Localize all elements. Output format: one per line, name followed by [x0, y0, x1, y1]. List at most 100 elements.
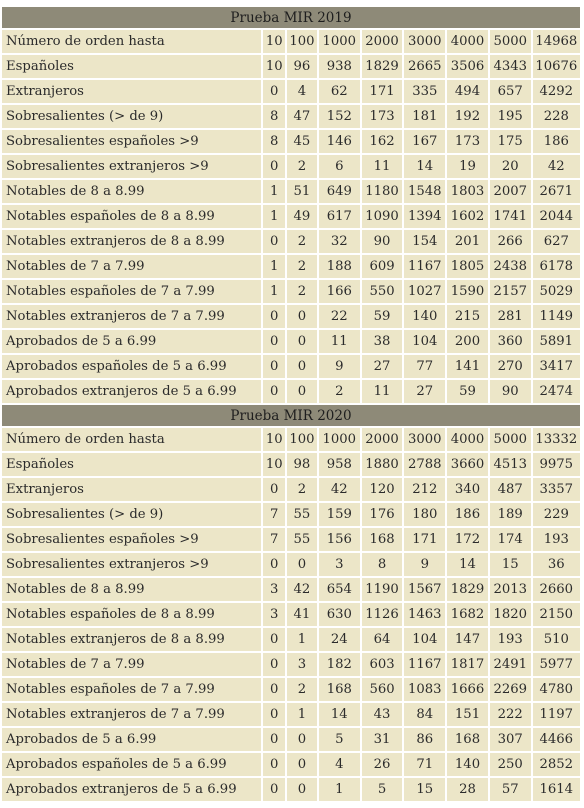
table-row: Sobresalientes españoles >9 7 55 156 168 171 1…: [2, 528, 580, 551]
table-cell: 2: [286, 155, 317, 178]
table-cell: 171: [404, 528, 446, 551]
table-cell: 154: [404, 230, 446, 253]
row-label: Aprobados españoles de 5 a 6.99: [2, 355, 262, 378]
table-cell: 43: [361, 703, 403, 726]
table-cell: 1000: [318, 428, 360, 451]
table-cell: 10: [263, 30, 285, 53]
table-cell: 156: [318, 528, 360, 551]
table-cell: 90: [489, 380, 531, 403]
table-cell: 1090: [361, 205, 403, 228]
table-cell: 0: [286, 380, 317, 403]
table-cell: 3357: [532, 478, 580, 501]
table-cell: 3417: [532, 355, 580, 378]
table-cell: 2000: [361, 428, 403, 451]
table-cell: 1190: [361, 578, 403, 601]
table-cell: 4343: [489, 55, 531, 78]
table-cell: 1602: [447, 205, 488, 228]
table-row: Notables españoles de 7 a 7.99 1 2 166 550 10…: [2, 280, 580, 303]
table-cell: 281: [489, 305, 531, 328]
table-cell: 270: [489, 355, 531, 378]
row-label: Notables españoles de 8 a 8.99: [2, 205, 262, 228]
table-cell: 0: [263, 355, 285, 378]
row-label: Notables españoles de 8 a 8.99: [2, 603, 262, 626]
table-cell: 1880: [361, 453, 403, 476]
table-cell: 3: [263, 603, 285, 626]
table-cell: 0: [263, 305, 285, 328]
table-cell: 340: [447, 478, 488, 501]
table-row: Notables de 7 a 7.99 0 3 182 603 1167 1817 2491…: [2, 653, 580, 676]
row-label: Extranjeros: [2, 80, 262, 103]
table-cell: 0: [286, 305, 317, 328]
table-cell: 0: [263, 80, 285, 103]
row-label: Notables extranjeros de 8 a 8.99: [2, 628, 262, 651]
table-cell: 49: [286, 205, 317, 228]
table-cell: 5891: [532, 330, 580, 353]
table-cell: 15: [489, 553, 531, 576]
table-cell: 176: [361, 503, 403, 526]
table-cell: 0: [263, 653, 285, 676]
table-cell: 1000: [318, 30, 360, 53]
table-cell: 5: [318, 728, 360, 751]
table-row: Notables españoles de 7 a 7.99 0 2 168 560 10…: [2, 678, 580, 701]
table-cell: 15: [404, 778, 446, 801]
table-row: Aprobados de 5 a 6.99 0 0 5 31 86 168 307 4466: [2, 728, 580, 751]
table-cell: 8: [263, 130, 285, 153]
table-cell: 1: [263, 205, 285, 228]
table-cell: 14: [318, 703, 360, 726]
table-cell: 55: [286, 503, 317, 526]
table-cell: 627: [532, 230, 580, 253]
table-cell: 630: [318, 603, 360, 626]
table-cell: 96: [286, 55, 317, 78]
table-cell: 0: [263, 155, 285, 178]
table-row: Aprobados de 5 a 6.99 0 0 11 38 104 200 360 5891: [2, 330, 580, 353]
table-row: Aprobados extranjeros de 5 a 6.99 0 0 2 11 27…: [2, 380, 580, 403]
table-cell: 1548: [404, 180, 446, 203]
table-cell: 20: [489, 155, 531, 178]
table-cell: 0: [263, 330, 285, 353]
table-cell: 6: [318, 155, 360, 178]
table-row: Notables españoles de 8 a 8.99 3 41 630 1126…: [2, 603, 580, 626]
table-cell: 181: [404, 105, 446, 128]
table-row: Notables extranjeros de 7 a 7.99 0 0 22 59 14…: [2, 305, 580, 328]
table-cell: 1817: [447, 653, 488, 676]
table-cell: 6178: [532, 255, 580, 278]
table-cell: 4780: [532, 678, 580, 701]
table-cell: 1167: [404, 653, 446, 676]
table-cell: 1741: [489, 205, 531, 228]
table-cell: 1: [263, 280, 285, 303]
table-cell: 167: [404, 130, 446, 153]
table-cell: 14: [447, 553, 488, 576]
row-label: Notables españoles de 7 a 7.99: [2, 678, 262, 701]
table-cell: 10676: [532, 55, 580, 78]
table-cell: 360: [489, 330, 531, 353]
table-cell: 1167: [404, 255, 446, 278]
table-cell: 2671: [532, 180, 580, 203]
table-cell: 654: [318, 578, 360, 601]
table-cell: 3506: [447, 55, 488, 78]
row-label: Sobresalientes (> de 9): [2, 503, 262, 526]
table-cell: 159: [318, 503, 360, 526]
table-cell: 4513: [489, 453, 531, 476]
table-cell: 560: [361, 678, 403, 701]
table-cell: 166: [318, 280, 360, 303]
table-cell: 1567: [404, 578, 446, 601]
table-cell: 146: [318, 130, 360, 153]
table-cell: 151: [447, 703, 488, 726]
table-cell: 42: [286, 578, 317, 601]
table-cell: 42: [318, 478, 360, 501]
table-cell: 1: [263, 180, 285, 203]
table-cell: 174: [489, 528, 531, 551]
table-cell: 201: [447, 230, 488, 253]
table-cell: 1: [318, 778, 360, 801]
table-cell: 168: [318, 678, 360, 701]
table-cell: 19: [447, 155, 488, 178]
row-label: Sobresalientes extranjeros >9: [2, 553, 262, 576]
table-row: Notables de 7 a 7.99 1 2 188 609 1167 1805 2438…: [2, 255, 580, 278]
table-cell: 100: [286, 30, 317, 53]
table-cell: 2660: [532, 578, 580, 601]
table-cell: 3000: [404, 428, 446, 451]
table-cell: 31: [361, 728, 403, 751]
table-cell: 4000: [447, 428, 488, 451]
table-cell: 657: [489, 80, 531, 103]
table-cell: 59: [361, 305, 403, 328]
